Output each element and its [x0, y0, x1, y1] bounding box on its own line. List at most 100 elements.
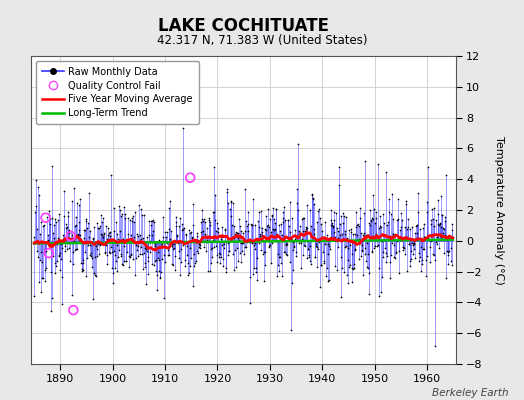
Point — [64, 209, 72, 216]
Point — [443, 251, 452, 258]
Point — [406, 262, 414, 269]
Point — [264, 222, 272, 228]
Point — [116, 252, 125, 259]
Point — [388, 191, 396, 197]
Point — [351, 247, 359, 254]
Point — [356, 253, 365, 259]
Point — [194, 244, 203, 250]
Point — [189, 201, 197, 207]
Point — [375, 293, 383, 299]
Point — [123, 236, 131, 242]
Point — [277, 221, 285, 227]
Point — [86, 253, 95, 260]
Point — [77, 260, 85, 266]
Point — [226, 206, 234, 212]
Point — [67, 228, 75, 234]
Point — [357, 230, 365, 236]
Point — [108, 270, 117, 276]
Point — [381, 168, 390, 175]
Point — [424, 234, 432, 241]
Point — [221, 225, 229, 232]
Point — [414, 209, 422, 216]
Point — [217, 254, 225, 260]
Point — [345, 226, 353, 233]
Point — [285, 223, 293, 230]
Point — [289, 266, 298, 273]
Point — [449, 234, 457, 240]
Point — [257, 246, 265, 253]
Point — [67, 233, 75, 239]
Point — [259, 251, 267, 258]
Point — [297, 240, 305, 246]
Point — [188, 234, 196, 240]
Point — [292, 234, 301, 240]
Point — [296, 223, 304, 230]
Point — [123, 249, 131, 255]
Point — [276, 254, 284, 260]
Point — [102, 242, 110, 248]
Point — [80, 227, 89, 233]
Point — [220, 239, 228, 245]
Point — [41, 214, 50, 221]
Point — [217, 234, 225, 240]
Point — [170, 240, 178, 247]
Point — [147, 260, 156, 267]
Point — [320, 259, 328, 266]
Point — [145, 231, 154, 238]
Point — [107, 171, 115, 178]
Point — [265, 224, 273, 230]
Point — [405, 241, 413, 247]
Point — [100, 229, 108, 236]
Point — [237, 240, 246, 246]
Point — [71, 223, 79, 230]
Point — [33, 248, 41, 254]
Point — [228, 222, 236, 228]
Point — [329, 223, 337, 230]
Point — [335, 221, 344, 227]
Point — [213, 220, 222, 226]
Point — [359, 231, 367, 238]
Point — [287, 327, 295, 333]
Point — [377, 288, 386, 295]
Point — [346, 262, 354, 268]
Point — [165, 205, 173, 212]
Point — [272, 206, 280, 212]
Point — [412, 230, 421, 237]
Point — [435, 222, 443, 228]
Point — [43, 237, 52, 244]
Point — [113, 230, 122, 237]
Point — [236, 250, 244, 256]
Point — [379, 210, 388, 217]
Point — [137, 244, 145, 250]
Point — [122, 258, 130, 264]
Point — [385, 196, 393, 202]
Point — [112, 219, 120, 225]
Point — [84, 241, 92, 248]
Point — [92, 219, 101, 226]
Point — [133, 230, 141, 237]
Point — [159, 252, 168, 258]
Point — [127, 252, 136, 258]
Point — [408, 240, 416, 246]
Point — [286, 258, 294, 265]
Point — [121, 215, 129, 222]
Point — [130, 234, 138, 240]
Point — [380, 232, 389, 238]
Point — [414, 258, 423, 264]
Point — [69, 307, 78, 313]
Point — [301, 225, 310, 232]
Point — [324, 240, 332, 247]
Point — [48, 214, 57, 221]
Point — [398, 235, 407, 241]
Point — [62, 225, 70, 232]
Point — [89, 235, 97, 241]
Point — [393, 217, 401, 223]
Point — [117, 251, 125, 257]
Point — [377, 274, 386, 280]
Point — [334, 228, 343, 234]
Point — [290, 243, 298, 249]
Point — [433, 197, 442, 203]
Point — [151, 240, 159, 247]
Point — [45, 232, 53, 238]
Point — [312, 243, 320, 249]
